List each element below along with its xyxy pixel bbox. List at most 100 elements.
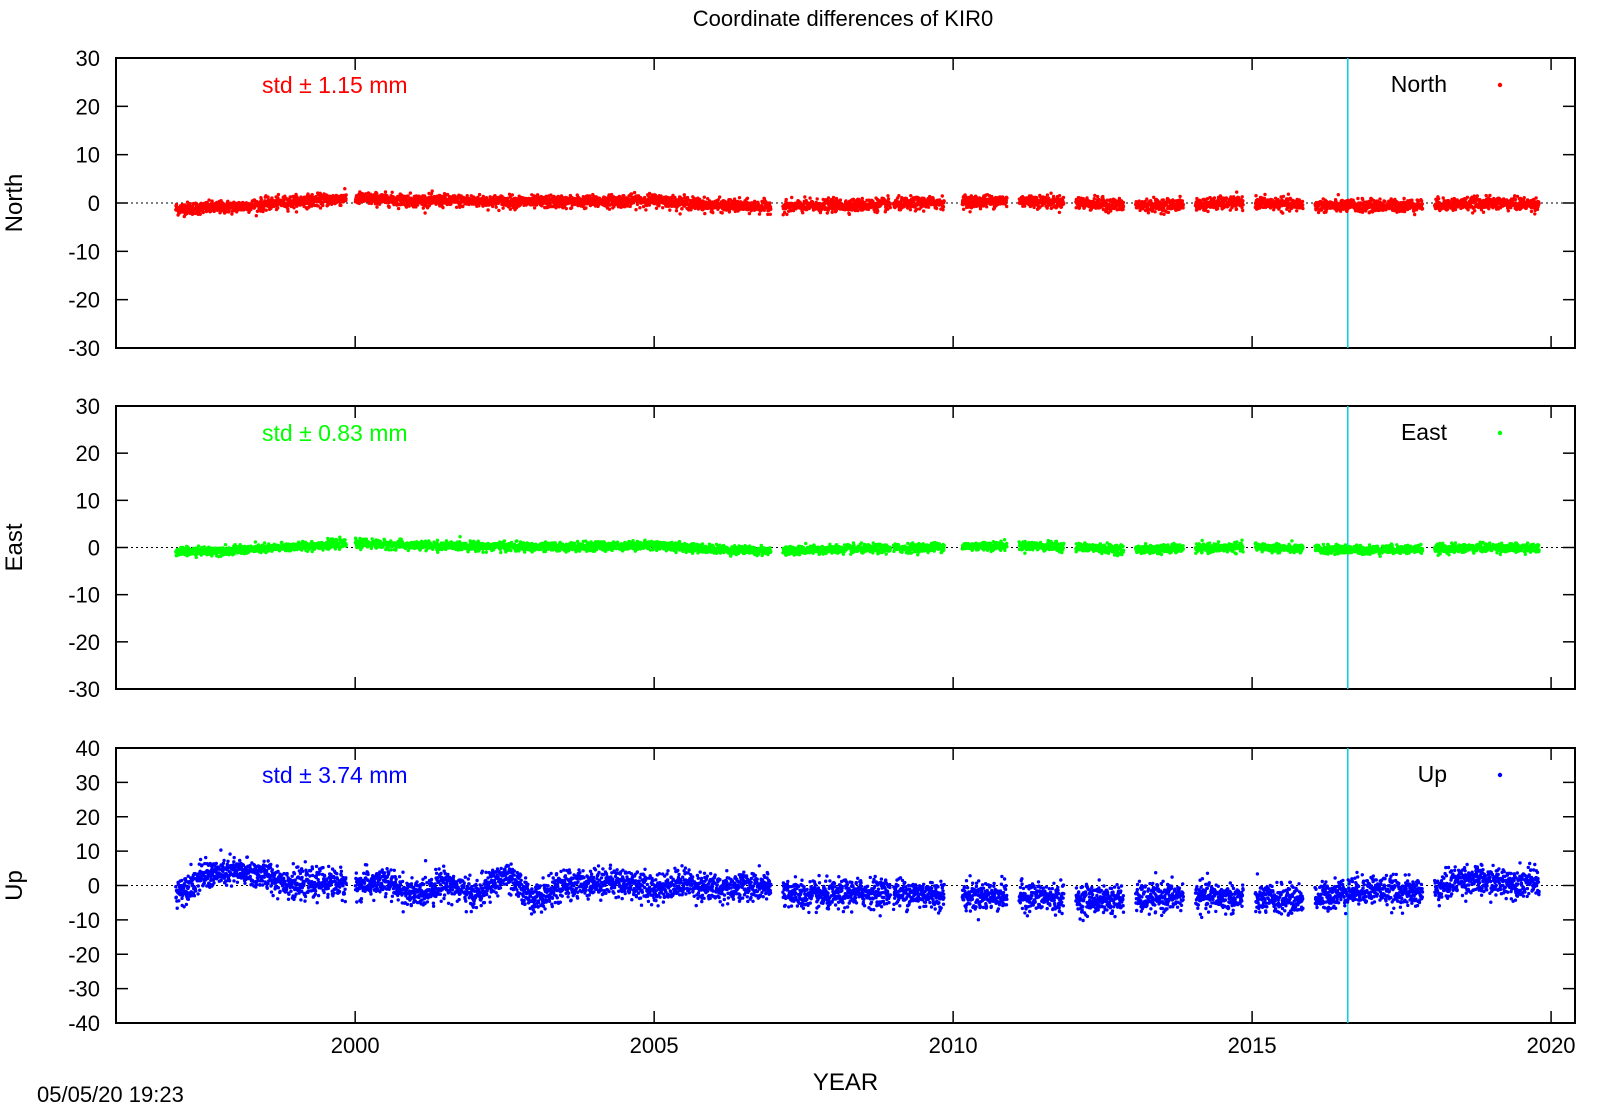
data-point xyxy=(532,206,537,210)
data-point xyxy=(1301,203,1305,207)
data-point xyxy=(1165,201,1169,205)
data-point xyxy=(294,210,299,214)
data-point xyxy=(1241,203,1245,207)
data-point xyxy=(310,193,314,197)
data-point xyxy=(423,211,427,215)
data-point xyxy=(259,197,263,201)
data-point xyxy=(886,194,890,198)
data-point xyxy=(942,199,946,203)
data-point xyxy=(344,197,348,201)
data-point xyxy=(276,206,280,210)
data-point xyxy=(962,207,966,211)
data-point xyxy=(985,205,989,209)
data-point xyxy=(674,209,679,213)
data-point xyxy=(1061,195,1066,200)
data-point xyxy=(343,187,347,191)
data-point xyxy=(737,196,742,200)
data-point xyxy=(815,197,819,201)
data-point xyxy=(897,194,901,198)
data-point xyxy=(375,205,379,209)
data-point xyxy=(926,205,931,209)
data-point xyxy=(174,202,179,207)
data-point xyxy=(1263,192,1267,197)
data-point xyxy=(940,194,944,198)
data-point xyxy=(1166,210,1171,215)
data-point xyxy=(629,192,634,196)
data-point xyxy=(1224,196,1229,200)
data-point xyxy=(557,205,561,209)
data-point xyxy=(745,196,750,200)
data-point xyxy=(406,194,410,198)
data-point xyxy=(1121,207,1125,212)
data-point xyxy=(369,201,374,206)
data-point xyxy=(1402,196,1406,201)
data-point xyxy=(1181,206,1185,210)
data-point xyxy=(261,206,266,211)
data-point xyxy=(216,202,221,206)
data-point xyxy=(226,199,230,203)
data-point xyxy=(318,206,323,210)
data-point xyxy=(808,196,812,200)
y-tick-label: 20 xyxy=(76,94,100,119)
data-point xyxy=(339,203,343,208)
data-point xyxy=(784,197,788,202)
data-point xyxy=(207,198,211,202)
data-point xyxy=(1286,192,1291,196)
data-point xyxy=(888,205,892,210)
data-point xyxy=(375,191,379,196)
data-point xyxy=(198,212,202,216)
data-point xyxy=(396,206,401,211)
data-point xyxy=(607,207,612,211)
data-point xyxy=(491,204,495,209)
data-point xyxy=(769,207,773,211)
data-point xyxy=(387,205,391,209)
data-point xyxy=(968,210,972,214)
data-point xyxy=(1005,204,1009,209)
data-point xyxy=(1419,199,1424,203)
data-point xyxy=(1145,197,1149,201)
data-point xyxy=(825,211,829,215)
y-tick-label: -30 xyxy=(68,336,100,361)
data-point xyxy=(654,206,659,210)
data-point xyxy=(934,206,939,211)
data-point xyxy=(1295,209,1299,213)
data-point xyxy=(702,195,706,199)
data-point xyxy=(888,202,892,207)
data-point xyxy=(1178,194,1182,199)
data-point xyxy=(826,196,831,200)
data-point xyxy=(584,206,588,210)
data-point xyxy=(261,209,265,214)
data-point xyxy=(1095,194,1100,199)
data-point xyxy=(264,208,268,212)
data-point xyxy=(1436,197,1441,201)
data-point xyxy=(830,210,834,214)
data-point xyxy=(1137,199,1141,203)
data-point xyxy=(1336,193,1341,197)
data-point xyxy=(501,206,505,210)
data-point xyxy=(1241,199,1245,203)
data-point xyxy=(643,195,647,200)
y-tick-label: 30 xyxy=(76,46,100,71)
std-label: std ± 1.15 mm xyxy=(262,72,408,98)
data-point xyxy=(638,206,642,210)
data-point xyxy=(1153,210,1157,214)
data-point xyxy=(941,208,945,212)
y-tick-label: -10 xyxy=(68,239,100,264)
y-tick-label: 0 xyxy=(88,191,100,216)
legend-label: North xyxy=(1391,71,1447,97)
data-point xyxy=(1212,196,1217,200)
y-tick-label: -20 xyxy=(68,288,100,313)
data-point xyxy=(1057,210,1062,215)
data-point xyxy=(408,191,413,195)
data-point xyxy=(494,205,498,209)
data-point xyxy=(390,190,394,194)
data-point xyxy=(477,192,482,197)
data-point xyxy=(497,208,501,213)
data-point xyxy=(635,202,640,207)
data-point xyxy=(344,193,348,197)
y-axis-label: North xyxy=(1,174,28,233)
data-point xyxy=(1234,207,1239,211)
data-points xyxy=(174,187,1541,219)
data-point xyxy=(1301,206,1305,211)
data-point xyxy=(1281,194,1286,199)
